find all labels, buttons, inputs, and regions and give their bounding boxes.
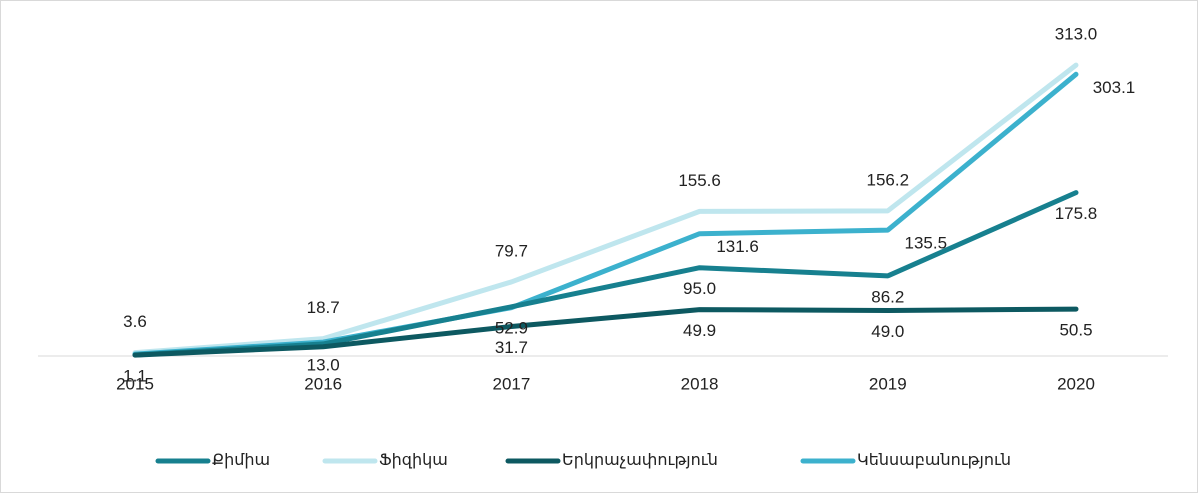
data-label: 135.5: [905, 234, 948, 253]
data-label: 3.6: [123, 312, 147, 331]
data-label: 50.5: [1059, 321, 1092, 340]
legend-label: Ֆիզիկա: [379, 452, 448, 469]
data-label: 31.7: [495, 338, 528, 357]
data-label: 156.2: [867, 170, 910, 189]
data-label: 18.7: [307, 298, 340, 317]
legend-label: Երկրաչափություն: [562, 452, 718, 469]
data-label: 52.9: [495, 318, 528, 337]
data-label: 313.0: [1055, 25, 1098, 44]
data-label: 49.9: [683, 321, 716, 340]
data-label: 79.7: [495, 241, 528, 260]
data-label: 131.6: [716, 237, 759, 256]
x-tick-label: 2015: [116, 374, 154, 393]
data-label: 303.1: [1093, 78, 1136, 97]
legend-label: Կենսաբանություն: [857, 452, 1011, 469]
data-label: 155.6: [678, 171, 721, 190]
legend-label: Քիմիա: [212, 452, 270, 469]
data-label: 13.0: [307, 355, 340, 374]
x-tick-label: 2016: [304, 374, 342, 393]
data-label: 86.2: [871, 287, 904, 306]
x-tick-label: 2017: [492, 374, 530, 393]
data-label: 175.8: [1055, 204, 1098, 223]
data-label: 95.0: [683, 279, 716, 298]
x-tick-label: 2019: [869, 374, 907, 393]
data-label: 1.1: [123, 366, 147, 385]
data-label: 49.0: [871, 322, 904, 341]
series-line: [132, 62, 1079, 356]
x-tick-label: 2018: [681, 374, 719, 393]
x-tick-label: 2020: [1057, 374, 1095, 393]
series-line: [132, 306, 1079, 358]
